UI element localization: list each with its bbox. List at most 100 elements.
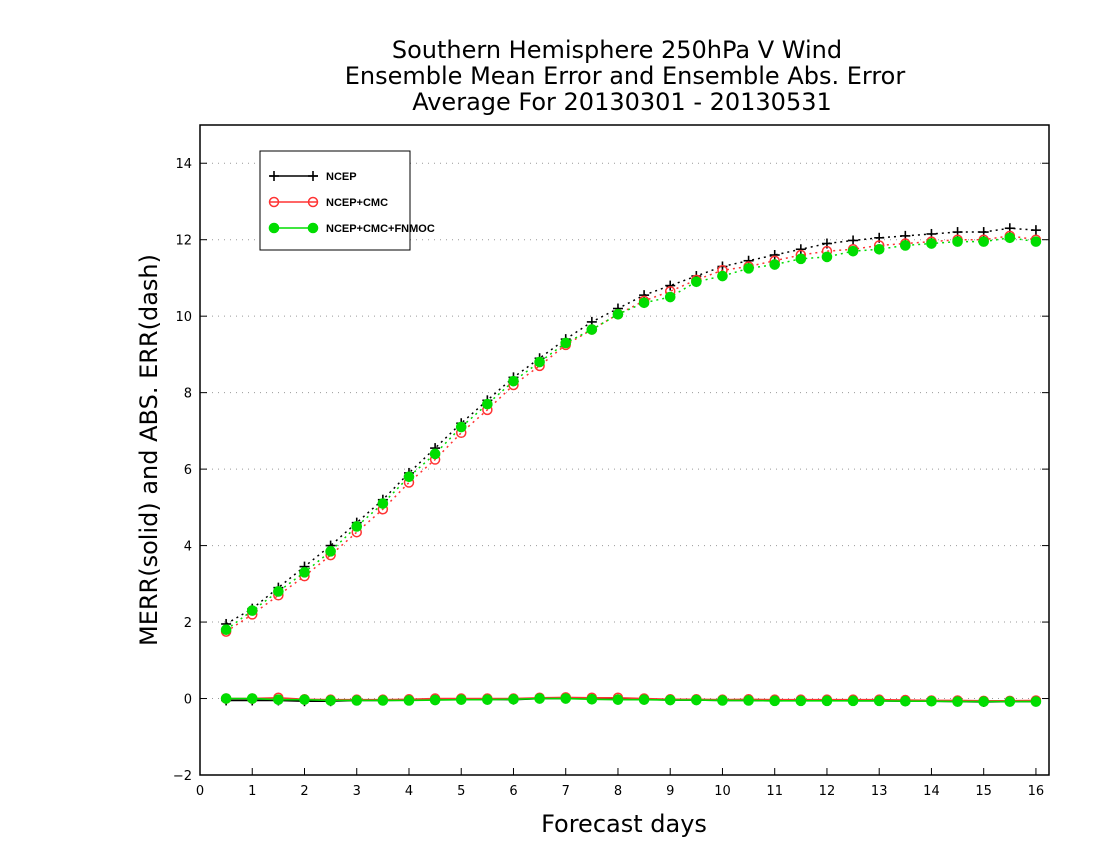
series-2-abs-point bbox=[273, 586, 284, 597]
chart-title: Southern Hemisphere 250hPa V Wind Ensemb… bbox=[345, 36, 906, 116]
series-2-abs-point bbox=[821, 251, 833, 263]
series-2-mean-point bbox=[299, 694, 310, 705]
series-2-mean-point bbox=[952, 696, 963, 707]
series-2-mean-point bbox=[795, 695, 807, 707]
series-2-abs-point bbox=[638, 297, 650, 309]
legend-marker-left-2 bbox=[268, 222, 280, 234]
series-2-abs-point bbox=[952, 236, 963, 247]
series-2-abs-point bbox=[664, 291, 676, 303]
series-2-abs-point bbox=[534, 356, 545, 368]
series-2-abs-point bbox=[325, 546, 336, 557]
series-0-abs-point bbox=[795, 244, 806, 255]
series-2-abs-point bbox=[508, 375, 519, 387]
title-line-1: Southern Hemisphere 250hPa V Wind bbox=[392, 36, 842, 64]
x-tick-label: 5 bbox=[457, 784, 465, 799]
series-2-mean-point bbox=[220, 693, 232, 704]
x-tick-label: 16 bbox=[1028, 784, 1045, 799]
x-axis-label: Forecast days bbox=[541, 810, 707, 838]
legend: NCEP NCEP+CMC NCEP+CMC+FNMOC bbox=[259, 150, 435, 251]
title-line-3: Average For 20130301 - 20130531 bbox=[412, 88, 832, 116]
series-0-abs-point bbox=[665, 280, 676, 291]
y-tick-label: 14 bbox=[175, 157, 192, 172]
series-2-abs-point bbox=[299, 567, 310, 578]
x-tick-label: 8 bbox=[614, 784, 622, 799]
x-tick-label: 2 bbox=[300, 784, 308, 799]
series-2-abs-point bbox=[978, 236, 989, 247]
y-tick-label: 0 bbox=[184, 693, 192, 708]
series-2-abs-point bbox=[873, 243, 885, 255]
x-tick-label: 3 bbox=[353, 784, 361, 799]
x-tick-label: 4 bbox=[405, 784, 413, 799]
series-2-mean-point bbox=[743, 695, 754, 706]
series-2-mean-point bbox=[1030, 696, 1042, 707]
series-2-mean-point bbox=[1004, 696, 1016, 707]
series-2-mean-point bbox=[273, 694, 284, 705]
series-2-abs-point bbox=[717, 270, 728, 282]
series-2-mean-point bbox=[638, 694, 650, 705]
legend-marker-right-1 bbox=[307, 196, 319, 208]
x-tick-label: 14 bbox=[923, 784, 940, 799]
x-tick-label: 10 bbox=[714, 784, 731, 799]
series-2-abs-point bbox=[612, 308, 624, 320]
legend-label-0: NCEP bbox=[326, 171, 357, 183]
series-2 bbox=[220, 232, 1042, 707]
legend-marker-left-0 bbox=[269, 171, 279, 181]
series-2-abs-point bbox=[429, 448, 441, 460]
y-tick-label: 4 bbox=[184, 540, 192, 555]
series-2-mean-point bbox=[926, 695, 937, 707]
series-2-mean-point bbox=[534, 693, 545, 704]
series-2-mean-point bbox=[717, 695, 728, 706]
series-0-abs-point bbox=[1030, 225, 1041, 236]
x-tick-label: 1 bbox=[248, 784, 256, 799]
legend-marker-right-2 bbox=[307, 222, 319, 234]
series-2-abs-point bbox=[351, 521, 363, 532]
y-tick-label: 6 bbox=[184, 463, 192, 478]
series-2-abs-point bbox=[560, 337, 572, 349]
series-2-abs-point bbox=[900, 240, 911, 251]
legend-label-2: NCEP+CMC+FNMOC bbox=[326, 223, 435, 235]
series-2-abs-point bbox=[691, 276, 702, 288]
series-2-mean-point bbox=[586, 693, 598, 705]
x-tick-label: 11 bbox=[766, 784, 783, 799]
series-2-mean-point bbox=[403, 695, 415, 706]
series-1-abs-err-line bbox=[225, 235, 1037, 633]
legend-marker-right-0 bbox=[308, 171, 318, 181]
series-2-abs-point bbox=[455, 421, 467, 433]
series-2-mean-point bbox=[900, 695, 911, 707]
y-tick-label: 10 bbox=[175, 310, 192, 325]
series-2-mean-point bbox=[769, 695, 781, 707]
x-tick-label: 7 bbox=[562, 784, 570, 799]
series-2-mean-point bbox=[847, 695, 859, 707]
plot-frame bbox=[199, 124, 1050, 776]
series-2-mean-point bbox=[482, 694, 493, 705]
y-tick-label: −2 bbox=[173, 769, 192, 784]
series-2-mean-point bbox=[612, 694, 624, 705]
y-axis-label: MERR(solid) and ABS. ERR(dash) bbox=[135, 254, 163, 646]
series-2-abs-point bbox=[847, 245, 859, 257]
series-2-mean-point bbox=[351, 695, 363, 706]
series-2-mean-point bbox=[246, 693, 258, 704]
series-2-abs-point bbox=[1004, 232, 1016, 244]
series-2-abs-point bbox=[482, 398, 493, 410]
series-0-abs-point bbox=[848, 235, 859, 246]
title-line-2: Ensemble Mean Error and Ensemble Abs. Er… bbox=[345, 62, 906, 90]
series-2-abs-point bbox=[926, 238, 937, 249]
y-tick-label: 12 bbox=[175, 234, 192, 249]
series-2-abs-err-line bbox=[225, 237, 1037, 631]
series-0 bbox=[221, 223, 1041, 707]
series-2-mean-point bbox=[325, 695, 336, 706]
x-tick-label: 0 bbox=[196, 784, 204, 799]
series-2-abs-point bbox=[586, 324, 598, 335]
x-tick-label: 6 bbox=[509, 784, 517, 799]
y-tick-label: 8 bbox=[184, 387, 192, 402]
legend-label-1: NCEP+CMC bbox=[326, 197, 388, 209]
legend-marker-left-1 bbox=[268, 196, 280, 208]
series-2-abs-point bbox=[220, 624, 232, 636]
series-2-abs-point bbox=[377, 498, 389, 509]
x-tick-label: 15 bbox=[975, 784, 992, 799]
series-2-mean-point bbox=[377, 695, 389, 706]
series-2-mean-point bbox=[664, 694, 676, 706]
series-1 bbox=[220, 230, 1042, 707]
